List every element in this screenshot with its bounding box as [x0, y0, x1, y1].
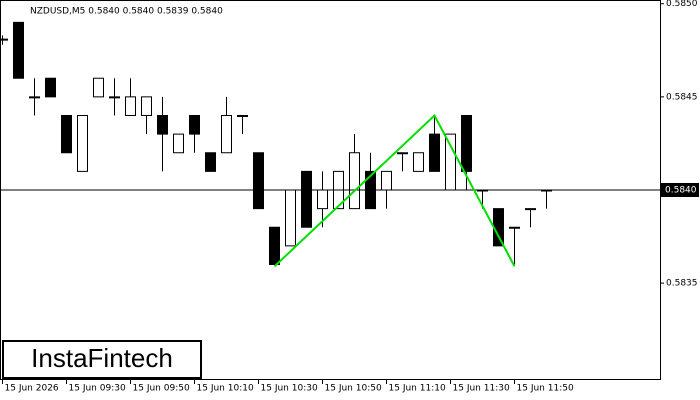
- candle-body: [317, 189, 328, 210]
- candle-body: [413, 152, 424, 172]
- candle-body: [157, 114, 168, 135]
- candle-body: [141, 96, 152, 116]
- candle-body: [285, 189, 296, 247]
- candle-body: [189, 114, 200, 135]
- candle-body: [173, 133, 184, 154]
- x-tick-label: 15 Jun 10:50: [325, 384, 382, 394]
- candle-body: [397, 152, 408, 155]
- candle-body: [13, 21, 24, 79]
- candle-body: [461, 114, 472, 172]
- candle-body: [77, 114, 88, 172]
- candle-body: [45, 77, 56, 98]
- candle-body: [125, 96, 136, 116]
- logo-box: [2, 340, 202, 379]
- candle-body: [509, 226, 520, 229]
- current-price-label: 0.5840: [665, 186, 697, 196]
- candle-body: [525, 208, 536, 211]
- x-tick-label: 15 Jun 11:30: [453, 384, 510, 394]
- candle-body: [93, 77, 104, 98]
- candle-body: [253, 152, 264, 210]
- candle-body: [61, 114, 72, 154]
- x-tick-label: 15 Jun 2026: [5, 384, 59, 394]
- x-tick-label: 15 Jun 09:30: [69, 384, 126, 394]
- y-tick-label: 0.5850: [666, 0, 698, 9]
- candle-body: [269, 226, 280, 266]
- candle-body: [429, 133, 440, 172]
- candle-body: [221, 114, 232, 154]
- x-tick-label: 15 Jun 10:10: [197, 384, 254, 394]
- logo: InstaFintech: [31, 343, 173, 373]
- candle-body: [0, 38, 8, 41]
- candle-body: [301, 170, 312, 228]
- candle-body: [109, 96, 120, 99]
- candle-body: [381, 170, 392, 191]
- candle-body: [445, 133, 456, 191]
- pattern-line: [273, 113, 516, 268]
- candle-body: [29, 96, 40, 99]
- x-tick-label: 15 Jun 09:50: [133, 384, 190, 394]
- candle-body: [205, 152, 216, 172]
- candle-body: [349, 152, 360, 210]
- x-tick-label: 15 Jun 10:30: [261, 384, 318, 394]
- y-tick-label: 0.5835: [666, 279, 698, 289]
- y-tick-label: 0.5845: [666, 92, 698, 102]
- current-price-box: [661, 183, 699, 197]
- x-tick-label: 15 Jun 11:10: [389, 384, 446, 394]
- candle-body: [493, 208, 504, 247]
- x-tick-label: 15 Jun 11:50: [517, 384, 574, 394]
- chart-title: NZDUSD,M5 0.5840 0.5840 0.5839 0.5840: [30, 7, 223, 17]
- candle-body: [237, 114, 248, 117]
